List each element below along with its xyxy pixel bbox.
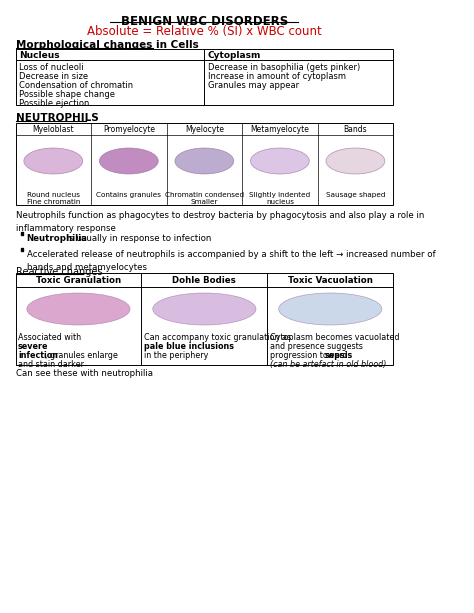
Text: and stain darker: and stain darker — [18, 360, 84, 369]
Text: Myeloblast: Myeloblast — [33, 125, 74, 134]
Bar — [16, 273, 393, 365]
Bar — [16, 49, 393, 105]
Text: Decrease in basophilia (gets pinker): Decrease in basophilia (gets pinker) — [208, 63, 360, 72]
Ellipse shape — [250, 148, 310, 174]
Text: Cytoplasm: Cytoplasm — [208, 51, 261, 60]
Text: Absolute = Relative % (SI) x WBC count: Absolute = Relative % (SI) x WBC count — [87, 25, 322, 38]
Text: progression toward: progression toward — [270, 351, 350, 360]
Text: Loss of nucleoli: Loss of nucleoli — [19, 63, 83, 72]
Text: Metamyelocyte: Metamyelocyte — [250, 125, 310, 134]
Text: Toxic Granulation: Toxic Granulation — [36, 276, 121, 285]
Ellipse shape — [153, 293, 256, 325]
Ellipse shape — [175, 148, 234, 174]
Text: Bands: Bands — [344, 125, 367, 134]
Text: severe: severe — [18, 342, 49, 351]
Text: in the periphery: in the periphery — [144, 351, 209, 360]
Text: Can accompany toxic granulation as: Can accompany toxic granulation as — [144, 333, 291, 342]
Text: Dohle Bodies: Dohle Bodies — [173, 276, 236, 285]
Text: (can be artefact in old blood): (can be artefact in old blood) — [270, 360, 386, 369]
Text: Contains granules: Contains granules — [96, 192, 161, 198]
Text: Accelerated release of neutrophils is accompanied by a shift to the left → incre: Accelerated release of neutrophils is ac… — [27, 250, 435, 272]
Text: Morphological changes in Cells: Morphological changes in Cells — [16, 40, 198, 50]
Text: Reactive changes: Reactive changes — [16, 267, 102, 277]
Text: Condensation of chromatin: Condensation of chromatin — [19, 81, 133, 90]
Text: Neutrophilia: Neutrophilia — [27, 234, 88, 243]
Text: infection: infection — [18, 351, 58, 360]
Text: Cytoplasm becomes vacuolated: Cytoplasm becomes vacuolated — [270, 333, 400, 342]
Text: Promyelocyte: Promyelocyte — [103, 125, 155, 134]
Ellipse shape — [100, 148, 158, 174]
Text: Decrease in size: Decrease in size — [19, 72, 88, 81]
Ellipse shape — [24, 148, 83, 174]
Text: Possible shape change: Possible shape change — [19, 90, 115, 99]
Text: Myelocyte: Myelocyte — [185, 125, 224, 134]
Text: Increase in amount of cytoplasm: Increase in amount of cytoplasm — [208, 72, 346, 81]
Text: Chromatin condensed
Smaller: Chromatin condensed Smaller — [165, 192, 244, 205]
Text: and presence suggests: and presence suggests — [270, 342, 363, 351]
Text: pale blue inclusions: pale blue inclusions — [144, 342, 234, 351]
Ellipse shape — [279, 293, 382, 325]
Ellipse shape — [27, 293, 130, 325]
Text: Possible ejection: Possible ejection — [19, 99, 89, 108]
Text: Toxic Vacuolation: Toxic Vacuolation — [288, 276, 373, 285]
Bar — [21, 232, 23, 235]
Text: is usually in response to infection: is usually in response to infection — [64, 234, 212, 243]
Text: Associated with: Associated with — [18, 333, 84, 342]
Text: Granules may appear: Granules may appear — [208, 81, 299, 90]
Text: Nucleus: Nucleus — [19, 51, 60, 60]
Text: sepsis: sepsis — [325, 351, 353, 360]
Text: Sausage shaped: Sausage shaped — [326, 192, 385, 198]
Bar — [21, 248, 23, 251]
Text: Round nucleus
Fine chromatin: Round nucleus Fine chromatin — [27, 192, 80, 205]
Bar — [16, 123, 393, 205]
Text: NEUTROPHILS: NEUTROPHILS — [16, 113, 98, 123]
Text: Slightly indented
nucleus: Slightly indented nucleus — [249, 192, 310, 205]
Ellipse shape — [326, 148, 385, 174]
Text: BENIGN WBC DISORDERS: BENIGN WBC DISORDERS — [121, 15, 288, 28]
Text: Neutrophils function as phagocytes to destroy bacteria by phagocytosis and also : Neutrophils function as phagocytes to de… — [16, 211, 424, 232]
Text: , granules enlarge: , granules enlarge — [45, 351, 118, 360]
Text: Can see these with neutrophilia: Can see these with neutrophilia — [16, 369, 153, 378]
